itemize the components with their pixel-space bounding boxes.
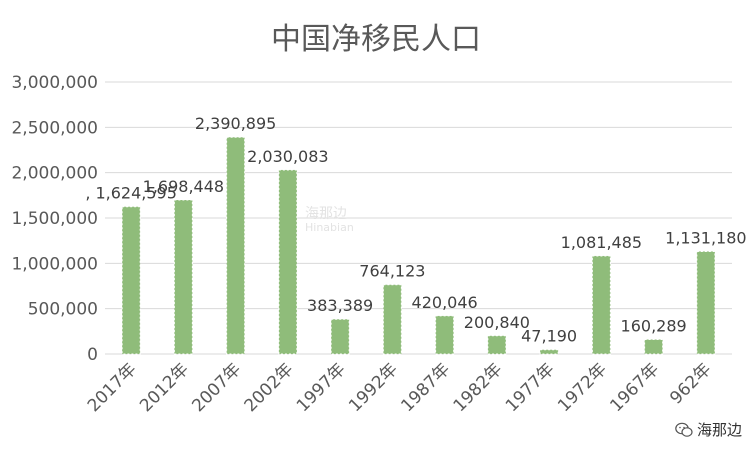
x-tick-label: 2002年 <box>241 359 298 416</box>
x-tick-label: 1967年 <box>606 359 663 416</box>
x-tick-label: 1987年 <box>397 359 454 416</box>
bar <box>382 284 402 355</box>
bar <box>487 335 507 355</box>
y-tick-label: 3,000,000 <box>11 73 98 93</box>
x-tick-label: 1977年 <box>502 359 559 416</box>
x-tick-label: 1972年 <box>554 359 611 416</box>
y-tick-label: 2,500,000 <box>11 118 98 138</box>
y-tick-label: 1,000,000 <box>11 254 98 274</box>
data-label: 1,131,180 <box>665 228 746 247</box>
bar <box>121 206 141 355</box>
y-tick-label: 1,500,000 <box>11 209 98 229</box>
y-tick-label: 2,000,000 <box>11 164 98 184</box>
x-tick-label: 1992年 <box>345 359 402 416</box>
x-axis-ticks: 2017年2012年2007年2002年1997年1992年1987年1982年… <box>84 359 716 416</box>
data-label: 2,390,895 <box>195 114 276 133</box>
data-label: 420,046 <box>412 293 478 312</box>
bar <box>591 255 611 355</box>
x-tick-label: 2012年 <box>136 359 193 416</box>
data-label: 200,840 <box>464 313 530 332</box>
bar <box>539 349 559 355</box>
x-tick-label: 1997年 <box>293 359 350 416</box>
bar <box>278 169 298 355</box>
watermark-line1: 海那边 <box>305 206 347 222</box>
bar <box>644 338 664 355</box>
x-tick-label: 962年 <box>666 359 715 408</box>
chart-title: 中国净移民人口 <box>271 22 481 57</box>
bar <box>226 136 246 355</box>
data-label: 2,030,083 <box>247 147 328 166</box>
data-label: 764,123 <box>359 262 425 281</box>
data-label: 1,698,448 <box>143 177 224 196</box>
y-tick-label: 0 <box>87 345 98 365</box>
grid-lines <box>105 81 732 355</box>
data-label: 383,389 <box>307 296 373 315</box>
y-tick-label: 500,000 <box>28 300 98 320</box>
x-tick-label: 2017年 <box>84 359 141 416</box>
x-tick-label: 1982年 <box>450 359 507 416</box>
footer-brand: 海那边 <box>675 419 742 440</box>
bar <box>330 318 350 355</box>
x-tick-label: 2007年 <box>188 359 245 416</box>
bar <box>435 315 455 355</box>
data-label: 47,190 <box>521 327 577 346</box>
wechat-icon <box>675 422 693 437</box>
footer-brand-text: 海那边 <box>696 421 742 439</box>
data-label: 1,081,485 <box>561 233 642 252</box>
y-axis-ticks: 0 500,000 1,000,000 1,500,000 2,000,000 2,500… <box>11 73 98 365</box>
bar <box>173 199 193 355</box>
watermark-line2: Hinabian <box>305 221 354 234</box>
data-label: , 1,624,595 <box>85 184 177 203</box>
bars <box>121 136 716 355</box>
watermark: 海那边 Hinabian <box>305 207 354 235</box>
bar <box>696 250 716 355</box>
data-label: 160,289 <box>621 316 687 335</box>
